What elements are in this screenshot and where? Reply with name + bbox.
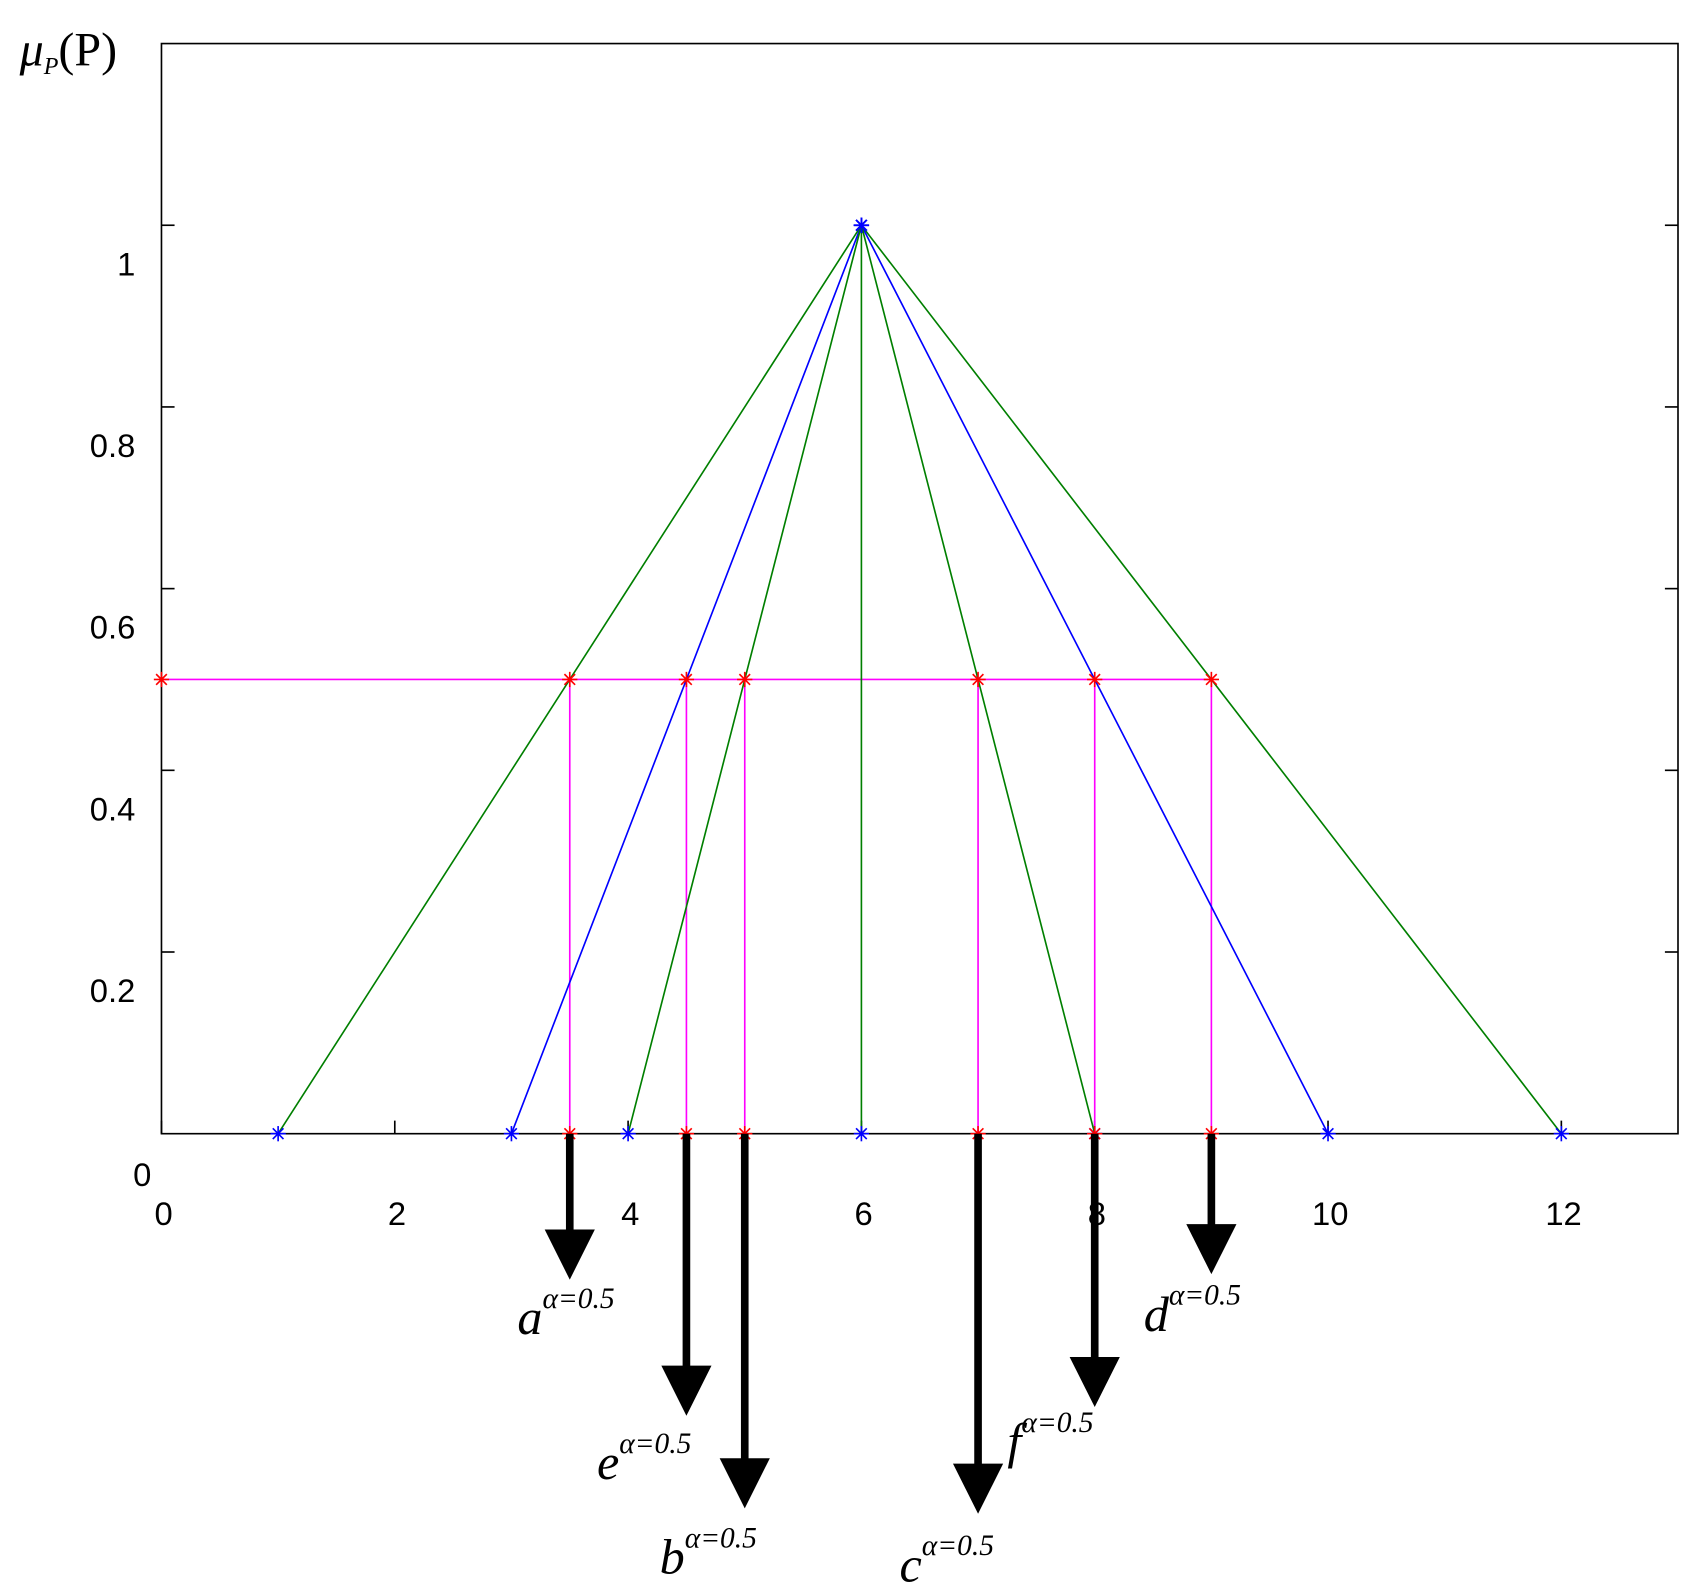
marker-stroke — [622, 1127, 635, 1140]
cut-label: dα=0.5 — [1144, 1280, 1241, 1342]
cut-label: bα=0.5 — [660, 1523, 757, 1585]
cut-sup: α=0.5 — [619, 1428, 691, 1460]
plot-frame — [160, 42, 1679, 1135]
arrow-head — [1186, 1224, 1237, 1275]
arrow-head — [544, 1229, 595, 1280]
x-tick-label: 2 — [388, 1195, 406, 1232]
marker — [620, 1126, 636, 1142]
cut-letter: d — [1144, 1286, 1170, 1342]
marker-stroke — [855, 1127, 868, 1140]
cut-sup: α=0.5 — [1021, 1407, 1093, 1439]
cut-letter: c — [900, 1536, 922, 1590]
marker — [1087, 671, 1103, 688]
cut-label: cα=0.5 — [900, 1530, 994, 1590]
y-label-main: μ — [19, 23, 44, 76]
cut-label: eα=0.5 — [597, 1428, 691, 1490]
marker-stroke — [563, 673, 576, 686]
y-tick-label: 0.2 — [90, 972, 135, 1009]
y-tick-label: 0.4 — [90, 790, 135, 827]
cut-label: aα=0.5 — [517, 1283, 614, 1345]
marker-stroke — [1555, 1127, 1568, 1140]
arrow-head — [719, 1458, 770, 1509]
cut-letter: e — [597, 1434, 619, 1490]
cut-letter: a — [517, 1289, 542, 1345]
arrow-head — [1069, 1356, 1120, 1408]
y-label-sub: P — [43, 54, 59, 80]
marker — [503, 1126, 520, 1142]
marker — [270, 1126, 286, 1142]
y-axis-label: μP(P) — [19, 23, 117, 80]
cut-sup: α=0.5 — [922, 1530, 994, 1562]
y-label-rest: (P) — [58, 23, 117, 76]
cut-sup: α=0.5 — [685, 1523, 757, 1555]
marker-stroke — [1088, 673, 1101, 686]
arrow-head — [952, 1463, 1004, 1514]
cut-sup: α=0.5 — [542, 1283, 614, 1315]
cut-letter: b — [660, 1529, 685, 1585]
y-tick-label: 0.6 — [90, 609, 135, 646]
marker-stroke — [855, 219, 868, 232]
marker — [153, 671, 170, 688]
cut-label: fα=0.5 — [1007, 1407, 1093, 1469]
y-tick-label: 0.8 — [90, 427, 135, 464]
marker — [853, 1126, 870, 1142]
marker — [1203, 671, 1220, 688]
marker — [678, 671, 695, 688]
marker — [853, 217, 870, 233]
x-tick-label: 4 — [621, 1195, 639, 1232]
marker — [970, 671, 986, 688]
x-tick-label: 0 — [155, 1195, 173, 1232]
marker-stroke — [272, 1127, 285, 1140]
x-tick-label: 6 — [854, 1195, 872, 1232]
arrow-head — [661, 1365, 712, 1416]
x-tick-label: 10 — [1312, 1195, 1348, 1232]
x-tick-label: 12 — [1545, 1195, 1581, 1232]
y-tick-label: 0 — [133, 1156, 151, 1193]
marker — [1320, 1126, 1336, 1142]
marker — [1553, 1126, 1569, 1142]
marker-stroke — [680, 673, 693, 686]
marker-stroke — [738, 673, 751, 686]
marker — [737, 671, 753, 688]
marker — [562, 671, 578, 688]
marker-stroke — [505, 1127, 518, 1140]
marker-stroke — [1322, 1127, 1334, 1140]
marker-stroke — [1205, 673, 1218, 686]
marker-stroke — [155, 673, 168, 686]
y-tick-label: 1 — [117, 245, 135, 282]
cut-sup: α=0.5 — [1169, 1280, 1241, 1312]
marker-stroke — [972, 673, 984, 686]
